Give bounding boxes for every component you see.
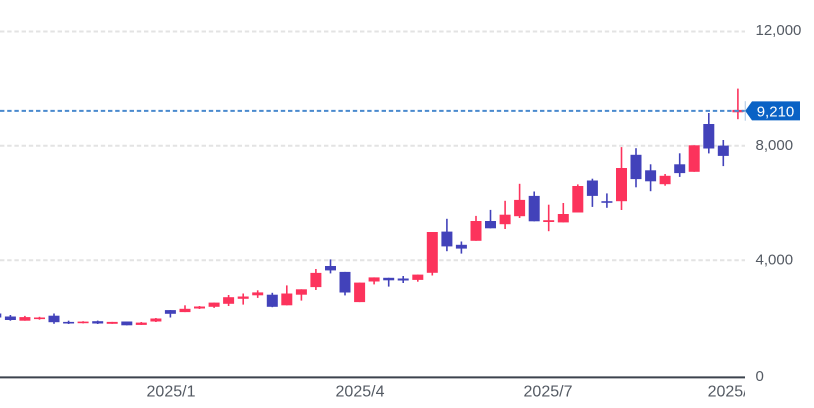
svg-text:12,000: 12,000: [756, 22, 802, 39]
svg-text:0: 0: [756, 368, 764, 385]
svg-text:2025/10: 2025/10: [708, 384, 766, 401]
svg-text:2025/4: 2025/4: [336, 384, 385, 401]
svg-text:8,000: 8,000: [756, 137, 794, 154]
svg-text:9,210: 9,210: [757, 104, 795, 121]
svg-text:2025/1: 2025/1: [147, 384, 196, 401]
svg-text:2025/7: 2025/7: [524, 384, 573, 401]
svg-text:4,000: 4,000: [756, 252, 794, 269]
